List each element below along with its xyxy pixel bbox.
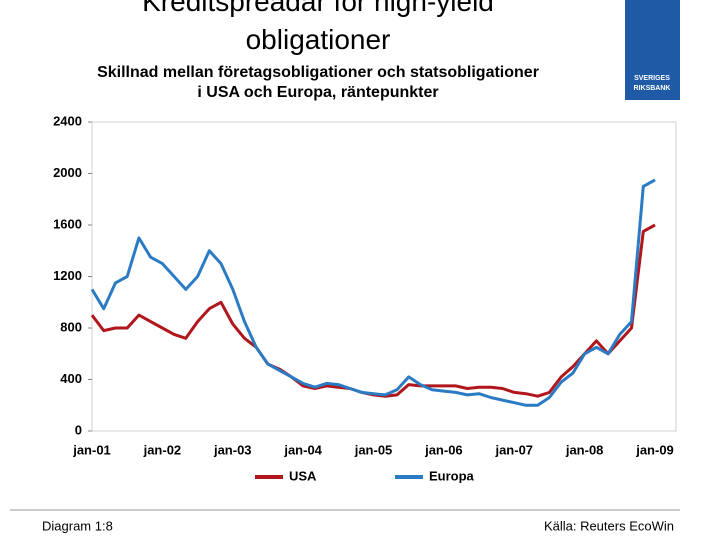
x-tick-label: jan-08 (565, 442, 604, 457)
logo-box (625, 0, 680, 100)
series-line (90, 178, 656, 407)
footer-right: Källa: Reuters EcoWin (544, 518, 674, 533)
x-tick-label: jan-06 (424, 442, 463, 457)
x-tick-label: jan-02 (143, 442, 182, 457)
logo-text: SVERIGES (634, 75, 670, 82)
y-tick-label: 0 (75, 422, 82, 437)
x-tick-label: jan-04 (283, 442, 322, 457)
y-tick-label: 2000 (53, 165, 82, 180)
y-tick-label: 1200 (53, 268, 82, 283)
legend-label: USA (289, 468, 317, 483)
x-tick-label: jan-09 (635, 442, 674, 457)
chart-subtitle: Skillnad mellan företagsobligationer och… (97, 64, 539, 81)
x-tick-label: jan-05 (354, 442, 393, 457)
logo-text: RIKSBANK (634, 85, 671, 92)
plot-frame (91, 121, 677, 432)
chart-subtitle: i USA och Europa, räntepunkter (197, 84, 438, 101)
y-tick-label: 1600 (53, 216, 82, 231)
footer-left: Diagram 1:8 (42, 518, 113, 533)
x-tick-label: jan-07 (494, 442, 533, 457)
y-tick-label: 400 (60, 371, 82, 386)
x-tick-label: jan-03 (213, 442, 252, 457)
series-line (90, 223, 656, 398)
y-tick-label: 2400 (53, 113, 82, 128)
x-tick-label: jan-01 (72, 442, 111, 457)
legend-label: Europa (429, 468, 475, 483)
y-tick-label: 800 (60, 319, 82, 334)
chart-title: Kreditspreadar för high-yield obligatione… (142, 0, 494, 55)
